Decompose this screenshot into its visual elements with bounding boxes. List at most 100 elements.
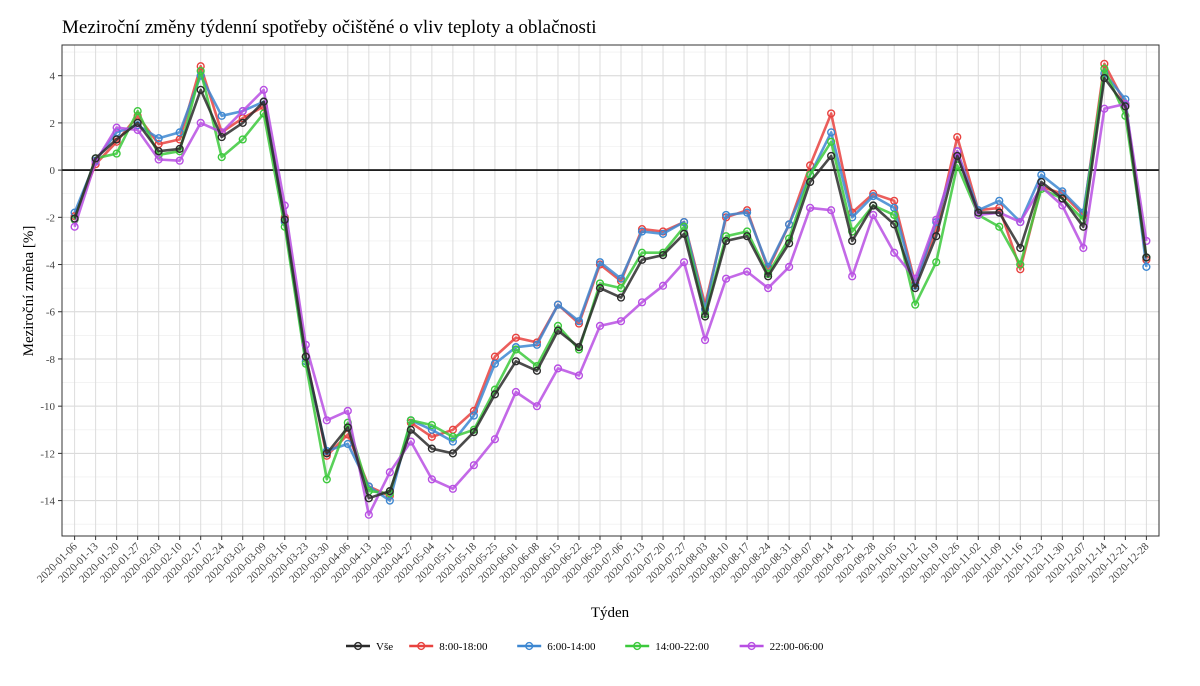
data-point xyxy=(70,222,79,231)
data-point xyxy=(974,208,983,217)
y-tick-label: -6 xyxy=(46,307,56,319)
data-point xyxy=(217,132,226,142)
data-point xyxy=(259,97,268,106)
data-point xyxy=(1079,222,1088,231)
data-point xyxy=(490,390,500,399)
data-point xyxy=(1100,73,1109,83)
data-point xyxy=(1058,194,1067,203)
data-point xyxy=(574,343,584,352)
data-point xyxy=(448,484,457,493)
series-lines xyxy=(70,59,1151,519)
data-point xyxy=(574,317,584,326)
data-point xyxy=(616,284,626,293)
data-point xyxy=(595,321,605,331)
data-point xyxy=(827,206,836,215)
data-point xyxy=(679,258,689,267)
data-point xyxy=(112,135,121,144)
y-tick-label: -14 xyxy=(40,496,55,508)
data-point xyxy=(785,262,794,271)
data-point xyxy=(1016,243,1025,253)
data-point xyxy=(890,220,899,229)
data-point xyxy=(869,191,878,201)
data-point xyxy=(721,210,731,220)
data-point xyxy=(616,293,626,302)
y-axis-ticks: 4 2 0 -2 -4 -6 -8 -10 -12 -14 xyxy=(40,71,62,508)
series-line xyxy=(73,67,1148,495)
data-point xyxy=(637,255,647,264)
data-point xyxy=(995,196,1004,205)
y-tick-label: 2 xyxy=(50,118,56,130)
data-point xyxy=(385,468,394,477)
data-point xyxy=(995,208,1004,217)
data-point xyxy=(427,444,436,453)
data-point xyxy=(1142,253,1151,262)
data-point xyxy=(448,449,457,458)
legend: Vše 8:00-18:00 6:00-14:00 14:00-22:00 22:00-… xyxy=(346,641,824,653)
data-point xyxy=(238,135,247,144)
data-point xyxy=(1100,59,1109,68)
data-point xyxy=(469,428,479,437)
data-point xyxy=(532,366,542,375)
data-point xyxy=(154,134,163,143)
data-point xyxy=(827,128,836,137)
data-point xyxy=(1016,265,1025,274)
series-v-e xyxy=(70,73,1151,503)
x-axis-ticks: 2020-01-062020-01-132020-01-202020-01-27… xyxy=(35,536,1152,585)
data-point xyxy=(616,274,626,283)
data-point xyxy=(995,222,1004,231)
data-point xyxy=(742,267,752,276)
data-point xyxy=(238,106,247,116)
data-point xyxy=(490,359,500,368)
data-point xyxy=(679,217,689,227)
data-point xyxy=(427,475,436,484)
data-point xyxy=(469,411,479,420)
legend-label: 8:00-18:00 xyxy=(439,641,488,653)
plot-panel xyxy=(62,45,1159,536)
data-point xyxy=(911,300,920,309)
data-point xyxy=(764,272,773,281)
y-tick-label: -12 xyxy=(40,448,55,460)
data-point xyxy=(511,333,521,342)
data-point xyxy=(679,229,689,238)
data-point xyxy=(238,118,247,127)
data-point xyxy=(553,326,563,335)
data-point xyxy=(175,156,184,165)
data-point xyxy=(658,250,668,260)
y-axis-title: Meziroční změna [%] xyxy=(21,226,37,357)
data-point xyxy=(112,123,121,132)
data-point xyxy=(869,210,878,220)
data-point xyxy=(553,364,563,373)
data-point xyxy=(511,357,521,366)
data-point xyxy=(511,345,521,354)
data-point xyxy=(890,210,899,220)
data-point xyxy=(953,132,962,142)
data-point xyxy=(196,66,205,76)
data-point xyxy=(658,281,668,290)
data-point xyxy=(953,151,962,161)
data-point xyxy=(343,423,352,432)
data-point xyxy=(133,118,142,127)
data-point xyxy=(532,402,542,411)
data-point xyxy=(721,236,731,246)
data-point xyxy=(91,154,100,163)
x-axis-title: Týden xyxy=(591,605,630,621)
series-14-00-22-00 xyxy=(70,64,1151,498)
data-point xyxy=(721,274,731,283)
data-point xyxy=(827,151,836,161)
data-point xyxy=(827,109,836,118)
data-point xyxy=(1142,262,1151,271)
data-point xyxy=(932,258,941,267)
data-point xyxy=(322,416,331,425)
data-point xyxy=(259,85,268,94)
data-point xyxy=(511,387,521,397)
data-point xyxy=(343,406,352,415)
data-point xyxy=(154,147,163,156)
data-point xyxy=(217,111,226,120)
data-point xyxy=(742,227,752,236)
data-point xyxy=(911,284,920,293)
data-point xyxy=(574,371,584,380)
data-point xyxy=(848,272,857,281)
data-point xyxy=(280,215,289,224)
data-point xyxy=(385,487,394,496)
